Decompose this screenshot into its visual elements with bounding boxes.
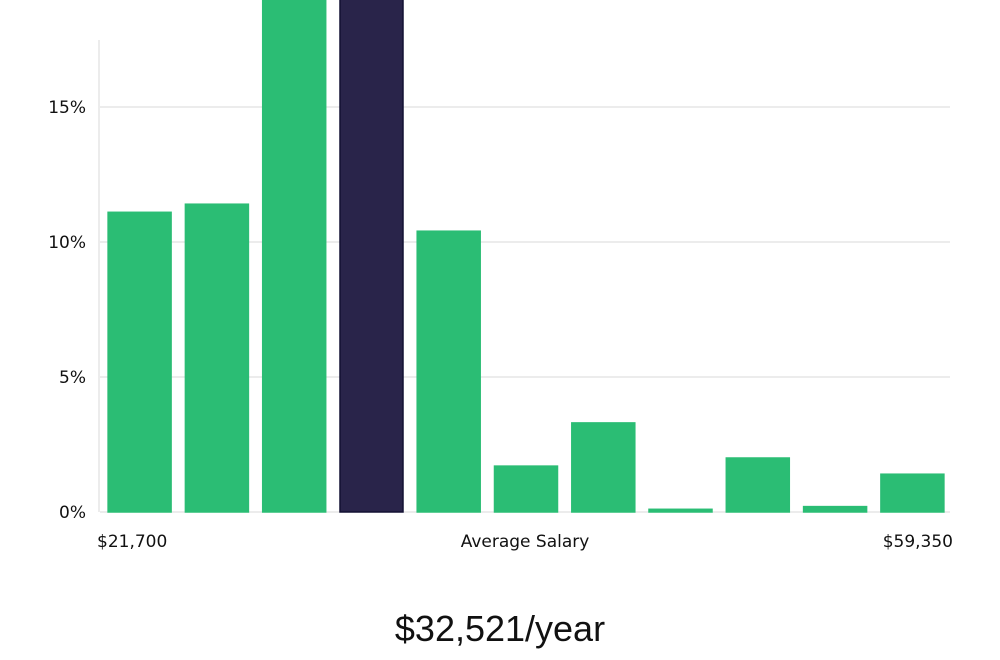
y-tick-labels: 0%5%10%15%20%25%30% — [48, 98, 86, 523]
average-salary-value: $32,521/year — [394, 608, 606, 649]
bar — [493, 465, 559, 513]
bar — [802, 505, 868, 513]
bar — [571, 422, 636, 513]
bar — [725, 457, 791, 513]
y-tick-label: 15% — [48, 98, 86, 118]
salary-histogram: 0%5%10%15%20%25%30% $21,700 Average Sala… — [48, 0, 953, 552]
y-tick-label: 0% — [59, 503, 86, 523]
bars — [107, 0, 945, 513]
x-axis-label: Average Salary — [461, 532, 590, 552]
y-tick-label: 5% — [59, 368, 86, 388]
bar — [107, 211, 172, 513]
bar — [880, 473, 945, 513]
bar-highlighted — [339, 0, 404, 513]
x-min-label: $21,700 — [97, 532, 167, 552]
bar — [184, 203, 250, 513]
bar — [416, 230, 481, 513]
bar — [648, 508, 713, 513]
bar — [261, 0, 327, 513]
y-tick-label: 10% — [48, 233, 86, 253]
x-max-label: $59,350 — [883, 532, 953, 552]
